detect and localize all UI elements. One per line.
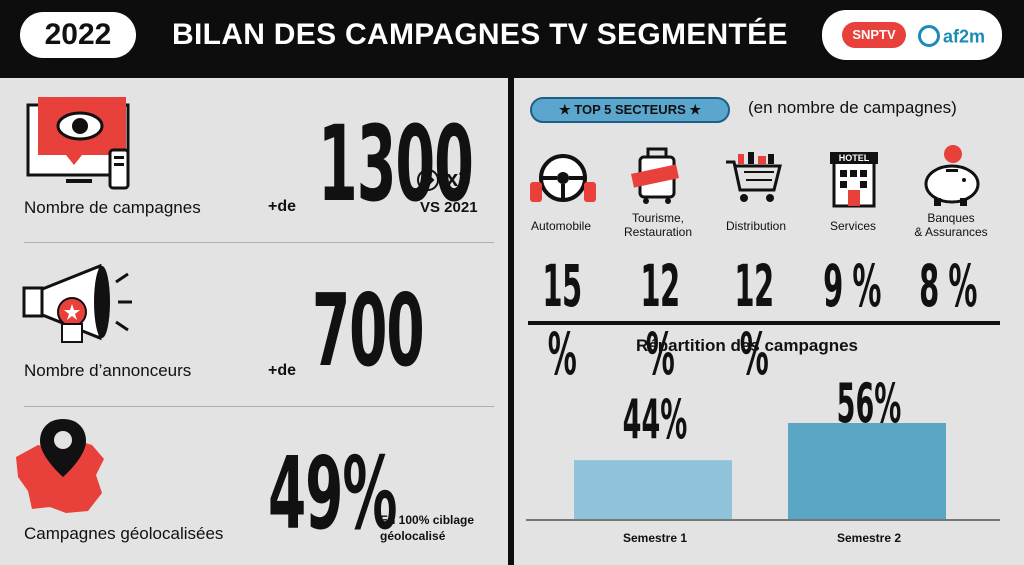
shopping-cart-icon — [726, 152, 782, 202]
campagnes-value: 1300 — [318, 103, 474, 225]
bar-value-semestre-1: 44% — [622, 388, 688, 451]
page-title: BILAN DES CAMPAGNES TV SEGMENTÉE — [172, 18, 788, 51]
sector-pct-services: 9 % — [823, 252, 881, 320]
bar-semestre-1 — [574, 460, 732, 519]
snptv-logo: SNPTV — [842, 22, 906, 48]
suitcase-icon — [631, 147, 679, 204]
megaphone-icon — [22, 263, 132, 343]
annonceurs-prefix: +de — [268, 362, 297, 379]
af2m-logo: af2m — [918, 20, 988, 50]
sector-name-distribution: Distribution — [725, 219, 787, 233]
steering-wheel-icon — [530, 154, 596, 202]
af2m-logo-icon — [918, 25, 940, 48]
chart-baseline — [526, 519, 1000, 521]
svg-text:HOTEL: HOTEL — [839, 153, 870, 163]
annonceurs-value: 700 — [312, 272, 425, 389]
hotel-icon: HOTEL — [830, 152, 878, 208]
geo-value: 49% — [268, 435, 397, 552]
geo-label: Campagnes géolocalisées — [24, 524, 224, 543]
panel-divider — [508, 78, 516, 565]
sector-name-services: Services — [829, 219, 876, 233]
top-sectors-badge: ★ TOP 5 SECTEURS ★ — [530, 97, 730, 123]
sector-name-tourisme: Tourisme, Restauration — [608, 211, 708, 239]
af2m-logo-text: af2m — [943, 26, 986, 47]
partner-logos: SNPTV af2m — [822, 10, 1002, 60]
tv-eye-icon — [26, 97, 130, 190]
france-map-pin-icon — [16, 419, 104, 513]
geo-note-line1: En 100% ciblage — [380, 513, 475, 527]
bar-semestre-2 — [788, 423, 946, 519]
sector-name-banques-line2: & Assurances — [914, 225, 988, 239]
sector-pct-banques: 8 % — [919, 252, 977, 320]
row-separator — [24, 242, 494, 243]
sector-pct-distribution: 12 % — [734, 252, 774, 388]
section-divider — [528, 321, 1000, 325]
row-separator — [24, 406, 494, 407]
repartition-title: Répartition des campagnes — [636, 336, 859, 355]
year-badge: 2022 — [20, 12, 136, 58]
bar-label-semestre-1: Semestre 1 — [622, 531, 688, 545]
bar-value-semestre-2: 56% — [836, 372, 902, 435]
multiplier: x3 — [446, 166, 471, 191]
sector-name-tourisme-line2: Restauration — [623, 225, 693, 239]
campagnes-label: Nombre de campagnes — [24, 198, 201, 217]
comparison-label: VS 2021 — [420, 199, 478, 216]
sector-pct-tourisme: 12 % — [640, 252, 680, 388]
annonceurs-label: Nombre d’annonceurs — [24, 361, 192, 380]
sector-name-banques-line1: Banques — [927, 211, 975, 225]
campagnes-prefix: +de — [268, 198, 297, 215]
header: 2022 BILAN DES CAMPAGNES TV SEGMENTÉE SN… — [0, 0, 1024, 78]
piggy-bank-icon — [924, 145, 980, 206]
sector-name-banques: Banques & Assurances — [901, 211, 1001, 239]
top-sectors-subtitle: (en nombre de campagnes) — [748, 98, 957, 117]
sector-pct-automobile: 15 % — [542, 252, 582, 388]
arrow-right-circle-icon — [417, 169, 439, 191]
sector-name-tourisme-line1: Tourisme, — [631, 211, 684, 225]
bar-label-semestre-2: Semestre 2 — [836, 531, 902, 545]
sector-name-automobile: Automobile — [530, 219, 592, 233]
geo-note-line2: géolocalisé — [380, 529, 446, 543]
